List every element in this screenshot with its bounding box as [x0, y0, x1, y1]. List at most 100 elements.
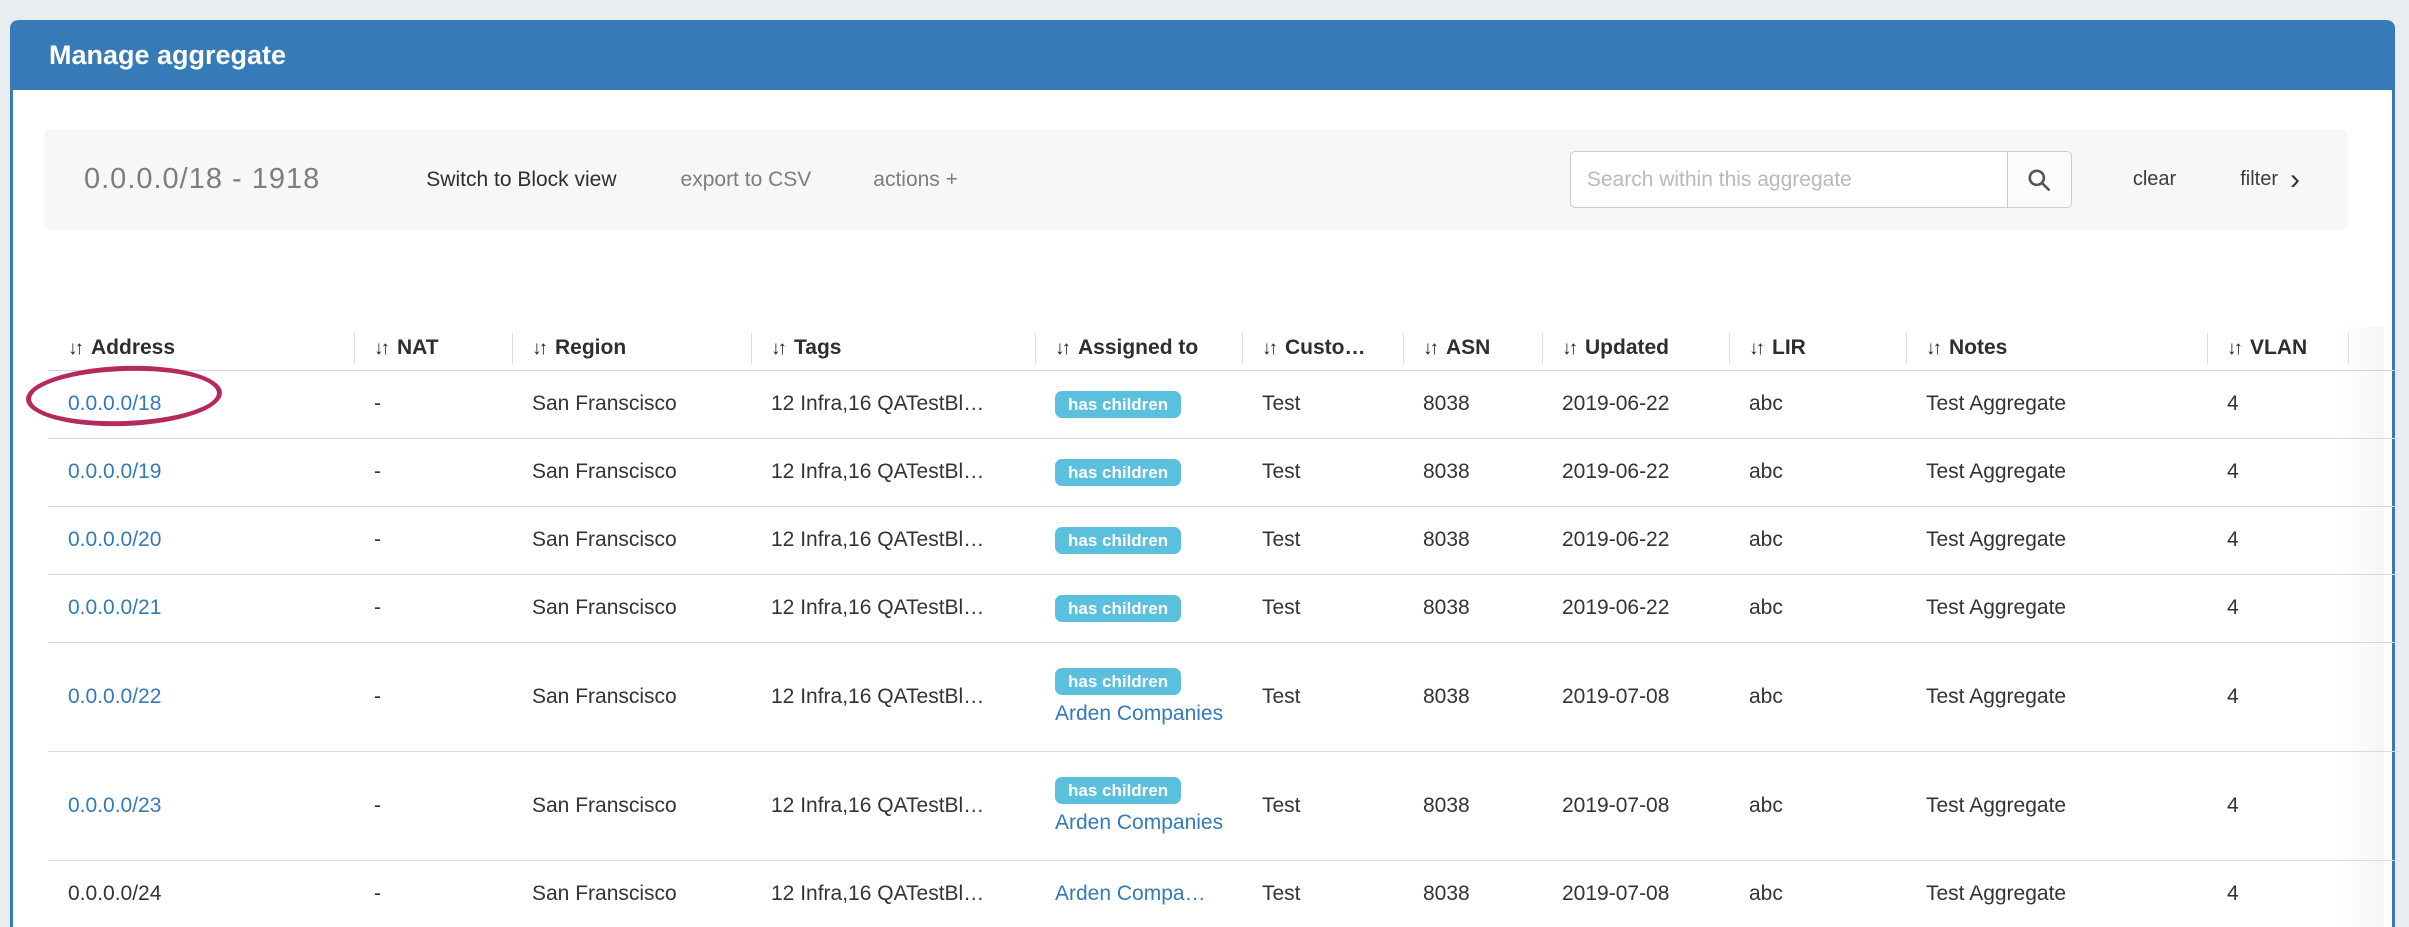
tags-cell: 12 Infra,16 QATestBl… [771, 793, 985, 817]
updated-cell: 2019-07-08 [1562, 793, 1670, 817]
has-children-badge: has children [1055, 776, 1182, 804]
notes-cell: Test Aggregate [1926, 882, 2067, 905]
switch-to-block-view-button[interactable]: Switch to Block view [426, 167, 617, 191]
assigned-company-link[interactable]: Arden Compa… [1055, 882, 1206, 905]
vlan-cell: 4 [2227, 596, 2239, 619]
column-header-updated[interactable]: ↓↑ Updated [1542, 327, 1729, 370]
toolbar: 0.0.0.0/18 - 1918 Switch to Block view e… [44, 129, 2348, 230]
magnifier-icon [2026, 167, 2052, 193]
lir-cell: abc [1749, 684, 1783, 708]
vlan-cell: 4 [2227, 684, 2239, 708]
search-input[interactable] [1569, 151, 2008, 208]
address-text: 0.0.0.0/24 [68, 882, 162, 905]
region-cell: San Franscisco [532, 528, 677, 551]
updated-cell: 2019-06-22 [1562, 460, 1670, 483]
column-header-assigned-to[interactable]: ↓↑ Assigned to [1035, 327, 1242, 370]
sort-icon: ↓↑ [374, 338, 390, 360]
customer-cell: Test [1262, 882, 1301, 905]
asn-cell: 8038 [1423, 882, 1470, 905]
export-csv-button[interactable]: export to CSV [680, 167, 812, 191]
address-link[interactable]: 0.0.0.0/20 [68, 528, 162, 551]
sort-icon: ↓↑ [1749, 338, 1765, 360]
sort-icon: ↓↑ [1423, 338, 1439, 360]
column-header-vlan[interactable]: ↓↑ VLAN [2207, 327, 2348, 370]
notes-cell: Test Aggregate [1926, 596, 2067, 619]
tags-cell: 12 Infra,16 QATestBl… [771, 528, 985, 551]
asn-cell: 8038 [1423, 460, 1470, 483]
updated-cell: 2019-07-08 [1562, 882, 1670, 905]
table-row: 0.0.0.0/19 - San Franscisco 12 Infra,16 … [48, 438, 2400, 506]
nat-cell: - [374, 528, 381, 551]
sort-icon: ↓↑ [1055, 338, 1071, 360]
lir-cell: abc [1749, 392, 1783, 415]
lir-cell: abc [1749, 460, 1783, 483]
region-cell: San Franscisco [532, 392, 677, 415]
address-link[interactable]: 0.0.0.0/23 [68, 793, 162, 817]
tags-cell: 12 Infra,16 QATestBl… [771, 460, 985, 483]
address-link[interactable]: 0.0.0.0/22 [68, 684, 162, 708]
sort-icon: ↓↑ [2227, 338, 2243, 360]
has-children-badge: has children [1055, 458, 1182, 486]
has-children-badge: has children [1055, 594, 1182, 622]
page-title: Manage aggregate [49, 39, 287, 70]
manage-aggregate-panel: Manage aggregate 0.0.0.0/18 - 1918 Switc… [10, 20, 2400, 927]
notes-cell: Test Aggregate [1926, 528, 2067, 551]
clear-button[interactable]: clear [2132, 168, 2177, 190]
aggregate-title: 0.0.0.0/18 - 1918 [84, 163, 321, 195]
customer-cell: Test [1262, 460, 1301, 483]
lir-cell: abc [1749, 882, 1783, 905]
customer-cell: Test [1262, 684, 1301, 708]
tags-cell: 12 Infra,16 QATestBl… [771, 392, 985, 415]
table-row: 0.0.0.0/22 - San Franscisco 12 Infra,16 … [48, 642, 2400, 751]
vlan-cell: 4 [2227, 882, 2239, 905]
column-header-lir[interactable]: ↓↑ LIR [1729, 327, 1906, 370]
address-link[interactable]: 0.0.0.0/21 [68, 596, 162, 619]
tags-cell: 12 Infra,16 QATestBl… [771, 596, 985, 619]
notes-cell: Test Aggregate [1926, 392, 2067, 415]
column-header-address[interactable]: ↓↑ Address [68, 336, 176, 360]
nat-cell: - [374, 882, 381, 905]
lir-cell: abc [1749, 528, 1783, 551]
customer-cell: Test [1262, 528, 1301, 551]
column-header-customer[interactable]: ↓↑ Custo… [1242, 327, 1403, 370]
column-header-extra [2348, 327, 2400, 370]
column-header-notes[interactable]: ↓↑ Notes [1906, 327, 2207, 370]
sort-icon: ↓↑ [532, 338, 548, 360]
customer-cell: Test [1262, 392, 1301, 415]
nat-cell: - [374, 460, 381, 483]
column-header-region[interactable]: ↓↑ Region [512, 327, 751, 370]
address-link[interactable]: 0.0.0.0/18 [68, 392, 162, 415]
column-header-asn[interactable]: ↓↑ ASN [1403, 327, 1542, 370]
assigned-to-cell: has children Arden Companies [1055, 667, 1242, 726]
search-group [1569, 151, 2072, 208]
nat-cell: - [374, 596, 381, 619]
asn-cell: 8038 [1423, 392, 1470, 415]
vlan-cell: 4 [2227, 460, 2239, 483]
column-header-nat[interactable]: ↓↑ NAT [354, 327, 512, 370]
asn-cell: 8038 [1423, 793, 1470, 817]
updated-cell: 2019-07-08 [1562, 684, 1670, 708]
assigned-company-link[interactable]: Arden Companies [1055, 701, 1224, 725]
customer-cell: Test [1262, 793, 1301, 817]
sort-icon: ↓↑ [1926, 338, 1942, 360]
chevron-right-icon: › [2290, 162, 2300, 196]
lir-cell: abc [1749, 793, 1783, 817]
vlan-cell: 4 [2227, 392, 2239, 415]
filter-button[interactable]: filter › [2240, 162, 2300, 196]
address-link[interactable]: 0.0.0.0/19 [68, 460, 162, 483]
notes-cell: Test Aggregate [1926, 460, 2067, 483]
updated-cell: 2019-06-22 [1562, 392, 1670, 415]
nat-cell: - [374, 793, 381, 817]
vlan-cell: 4 [2227, 793, 2239, 817]
tags-cell: 12 Infra,16 QATestBl… [771, 684, 985, 708]
column-header-tags[interactable]: ↓↑ Tags [751, 327, 1035, 370]
sort-icon: ↓↑ [1562, 338, 1578, 360]
assigned-company-link[interactable]: Arden Companies [1055, 810, 1224, 834]
actions-button[interactable]: actions + [873, 167, 958, 191]
panel-header: Manage aggregate [13, 20, 2392, 90]
notes-cell: Test Aggregate [1926, 793, 2067, 817]
has-children-badge: has children [1055, 667, 1182, 695]
search-button[interactable] [2007, 151, 2072, 208]
has-children-badge: has children [1055, 390, 1182, 418]
